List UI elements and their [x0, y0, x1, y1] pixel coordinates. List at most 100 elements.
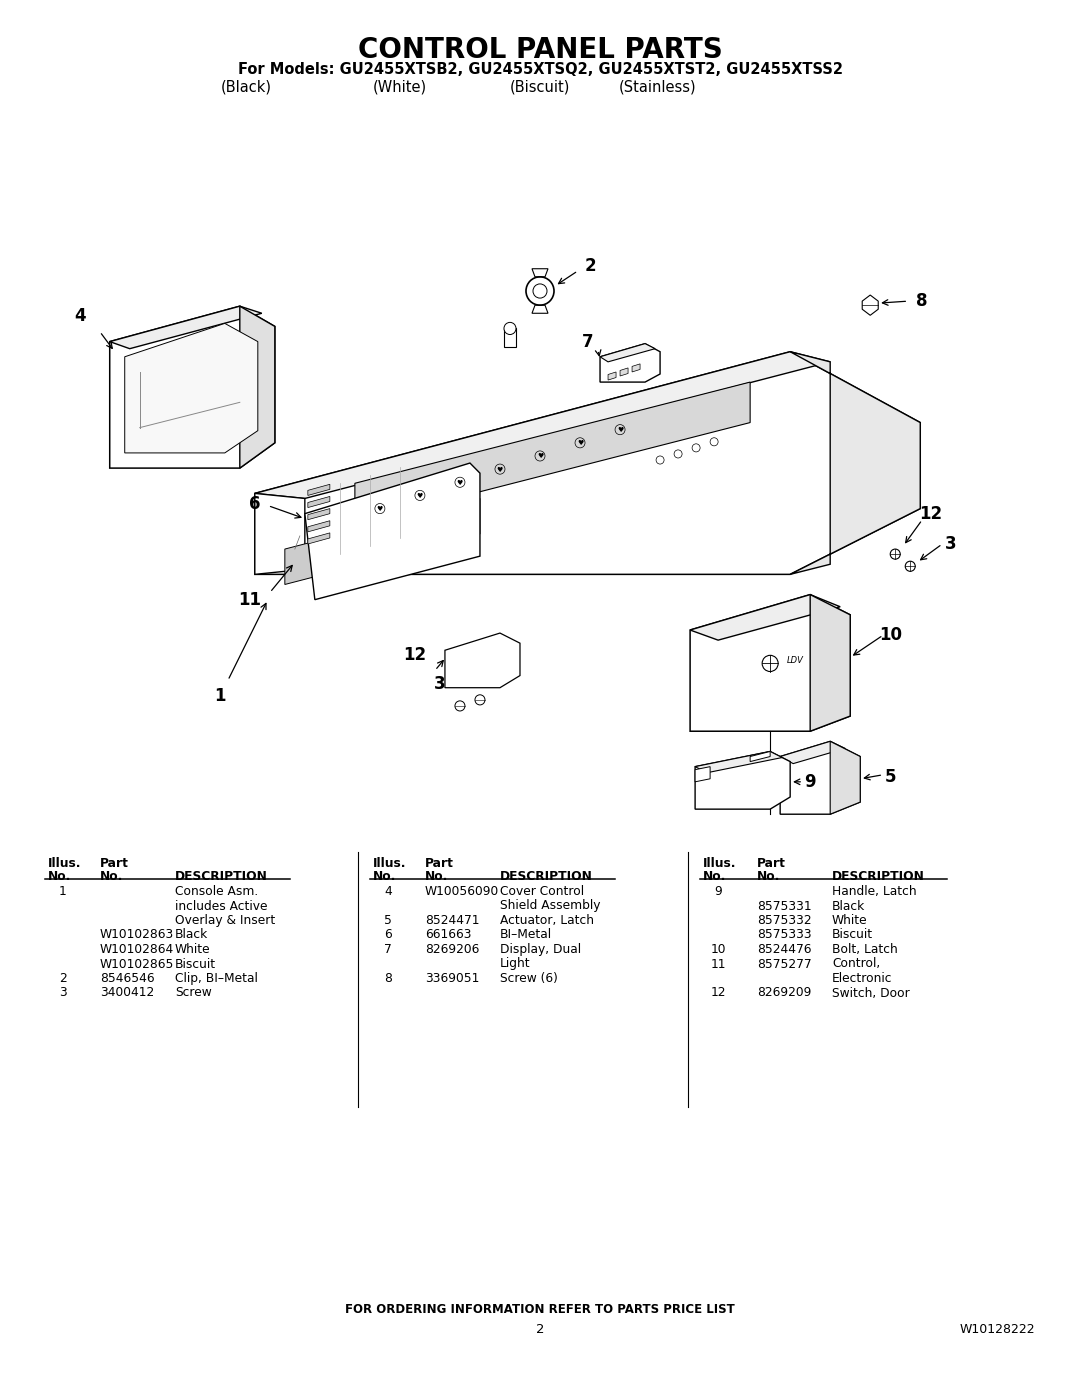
Polygon shape [255, 493, 305, 574]
Text: 8524476: 8524476 [757, 943, 811, 956]
Polygon shape [632, 363, 640, 372]
Polygon shape [308, 532, 329, 543]
Text: LDV: LDV [786, 655, 804, 665]
Polygon shape [308, 509, 329, 520]
Polygon shape [308, 521, 329, 532]
Text: 3: 3 [434, 675, 446, 693]
Text: White: White [175, 943, 211, 956]
Text: W10128222: W10128222 [959, 1323, 1035, 1336]
Polygon shape [696, 752, 782, 773]
Text: 661663: 661663 [426, 929, 472, 942]
Polygon shape [608, 372, 616, 380]
Text: 7: 7 [582, 332, 594, 351]
Polygon shape [862, 295, 878, 316]
Text: 9: 9 [714, 886, 721, 898]
Text: 11: 11 [711, 957, 726, 971]
Text: 10: 10 [711, 943, 726, 956]
Text: Display, Dual: Display, Dual [500, 943, 581, 956]
Polygon shape [696, 752, 791, 809]
Text: (Biscuit): (Biscuit) [510, 80, 570, 94]
Text: 5: 5 [885, 768, 896, 785]
Polygon shape [285, 499, 480, 584]
Text: Biscuit: Biscuit [832, 929, 873, 942]
Polygon shape [255, 352, 920, 574]
Polygon shape [445, 633, 519, 687]
Polygon shape [308, 496, 329, 507]
Text: 8575332: 8575332 [757, 914, 812, 928]
Text: 8575277: 8575277 [757, 957, 812, 971]
Text: No.: No. [48, 870, 71, 883]
Text: 12: 12 [711, 986, 726, 999]
Text: W10056090: W10056090 [426, 886, 499, 898]
Text: 3400412: 3400412 [100, 986, 154, 999]
Text: Console Asm.: Console Asm. [175, 886, 258, 898]
Text: W10102864: W10102864 [100, 943, 174, 956]
Text: 8269209: 8269209 [757, 986, 811, 999]
Text: 3: 3 [944, 535, 956, 553]
Text: (Black): (Black) [220, 80, 271, 94]
Text: 6: 6 [249, 495, 260, 513]
Text: No.: No. [100, 870, 123, 883]
Text: 12: 12 [919, 504, 942, 522]
Text: Biscuit: Biscuit [175, 957, 216, 971]
Polygon shape [532, 268, 548, 277]
Polygon shape [620, 367, 629, 376]
Text: 6: 6 [384, 929, 392, 942]
Polygon shape [780, 742, 860, 814]
Text: 5: 5 [384, 914, 392, 928]
Text: DESCRIPTION: DESCRIPTION [832, 870, 924, 883]
Text: 3: 3 [59, 986, 67, 999]
Text: ♥: ♥ [377, 506, 383, 513]
Text: 1: 1 [214, 687, 226, 705]
Text: BI–Metal: BI–Metal [500, 929, 552, 942]
Text: Electronic: Electronic [832, 972, 892, 985]
Text: Illus.: Illus. [703, 856, 737, 870]
Polygon shape [831, 742, 860, 814]
Text: 2: 2 [536, 1323, 544, 1336]
Text: DESCRIPTION: DESCRIPTION [500, 870, 593, 883]
Polygon shape [600, 344, 660, 383]
Text: Cover Control: Cover Control [500, 886, 584, 898]
Text: 8546546: 8546546 [100, 972, 154, 985]
Text: Part: Part [100, 856, 129, 870]
Text: DESCRIPTION: DESCRIPTION [175, 870, 268, 883]
Text: W10102863: W10102863 [100, 929, 174, 942]
Text: 8575333: 8575333 [757, 929, 812, 942]
Text: Black: Black [175, 929, 208, 942]
Polygon shape [110, 306, 261, 349]
Text: Handle, Latch: Handle, Latch [832, 886, 917, 898]
Text: 2: 2 [59, 972, 67, 985]
Polygon shape [791, 352, 920, 574]
Text: ♥: ♥ [497, 467, 503, 472]
Polygon shape [751, 752, 770, 761]
Text: No.: No. [757, 870, 781, 883]
Text: Shield Assembly: Shield Assembly [500, 900, 600, 912]
Text: 10: 10 [879, 626, 902, 644]
Text: Light: Light [500, 957, 530, 971]
Polygon shape [690, 595, 850, 731]
Polygon shape [308, 485, 329, 496]
Text: 4: 4 [73, 307, 85, 326]
Circle shape [504, 323, 516, 334]
Text: ♥: ♥ [417, 493, 423, 499]
Text: 2: 2 [584, 257, 596, 275]
Text: Illus.: Illus. [48, 856, 81, 870]
Polygon shape [504, 328, 516, 346]
Polygon shape [810, 595, 850, 731]
Text: FOR ORDERING INFORMATION REFER TO PARTS PRICE LIST: FOR ORDERING INFORMATION REFER TO PARTS … [346, 1303, 734, 1316]
Text: W10102865: W10102865 [100, 957, 174, 971]
Text: 12: 12 [403, 647, 427, 665]
Text: No.: No. [426, 870, 448, 883]
Text: (Stainless): (Stainless) [619, 80, 697, 94]
Text: CONTROL PANEL PARTS: CONTROL PANEL PARTS [357, 36, 723, 64]
Polygon shape [696, 767, 711, 782]
Text: 8524471: 8524471 [426, 914, 480, 928]
Text: 11: 11 [239, 591, 261, 609]
Text: Clip, BI–Metal: Clip, BI–Metal [175, 972, 258, 985]
Text: Control,: Control, [832, 957, 880, 971]
Text: (White): (White) [373, 80, 427, 94]
Text: ♥: ♥ [537, 454, 543, 460]
Text: 8269206: 8269206 [426, 943, 480, 956]
Text: Screw (6): Screw (6) [500, 972, 558, 985]
Text: Part: Part [757, 856, 786, 870]
